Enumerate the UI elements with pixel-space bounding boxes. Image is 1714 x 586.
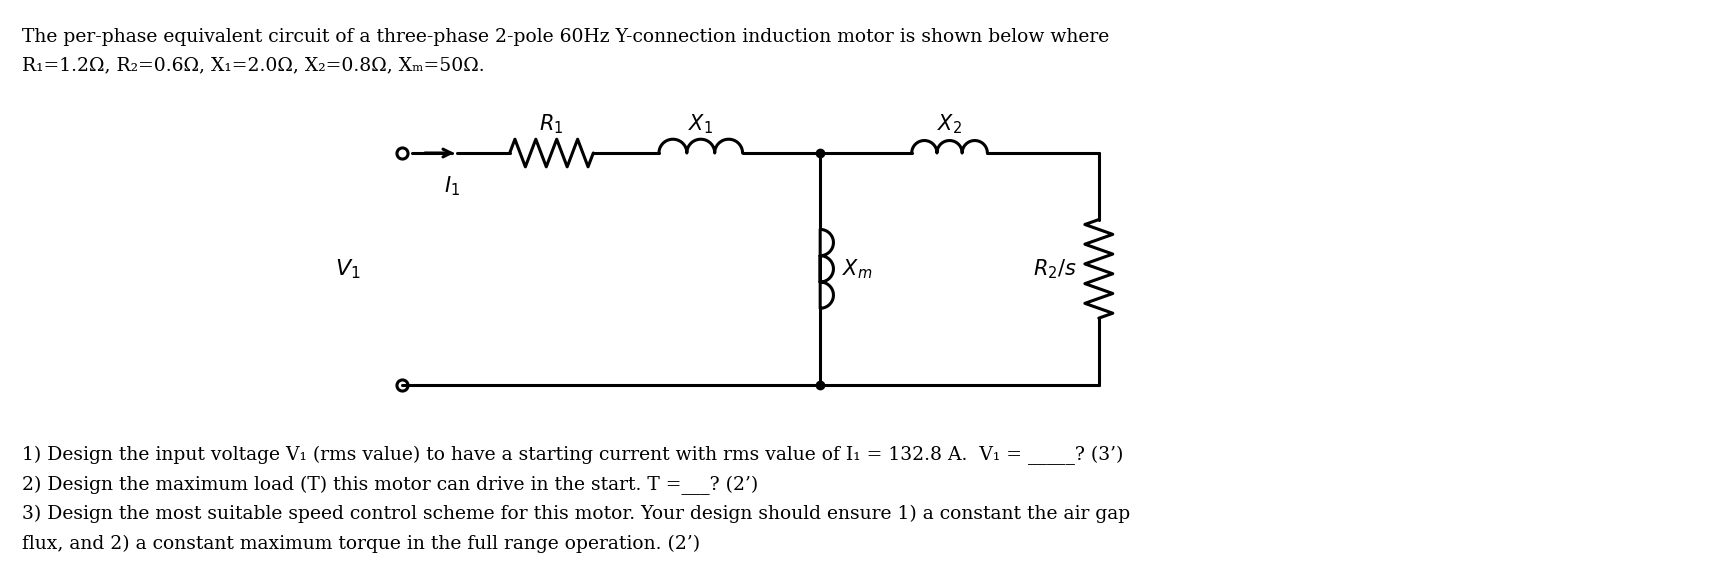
Text: 2) Design the maximum load (T) this motor can drive in the start. T =___? (2’): 2) Design the maximum load (T) this moto…	[22, 475, 758, 495]
Text: $I_1$: $I_1$	[444, 175, 459, 198]
Text: The per-phase equivalent circuit of a three-phase 2-pole 60Hz Y-connection induc: The per-phase equivalent circuit of a th…	[22, 28, 1109, 46]
Text: $X_1$: $X_1$	[689, 113, 713, 137]
Text: 1) Design the input voltage V₁ (rms value) to have a starting current with rms v: 1) Design the input voltage V₁ (rms valu…	[22, 446, 1123, 465]
Text: $R_2/s$: $R_2/s$	[1034, 257, 1076, 281]
Text: $V_1$: $V_1$	[334, 257, 360, 281]
Text: $X_m$: $X_m$	[842, 257, 872, 281]
Text: flux, and 2) a constant maximum torque in the full range operation. (2’): flux, and 2) a constant maximum torque i…	[22, 534, 701, 553]
Text: $R_1$: $R_1$	[540, 113, 564, 137]
Text: R₁=1.2Ω, R₂=0.6Ω, X₁=2.0Ω, X₂=0.8Ω, Xₘ=50Ω.: R₁=1.2Ω, R₂=0.6Ω, X₁=2.0Ω, X₂=0.8Ω, Xₘ=5…	[22, 56, 485, 74]
Text: $X_2$: $X_2$	[938, 113, 962, 137]
Text: 3) Design the most suitable speed control scheme for this motor. Your design sho: 3) Design the most suitable speed contro…	[22, 505, 1130, 523]
